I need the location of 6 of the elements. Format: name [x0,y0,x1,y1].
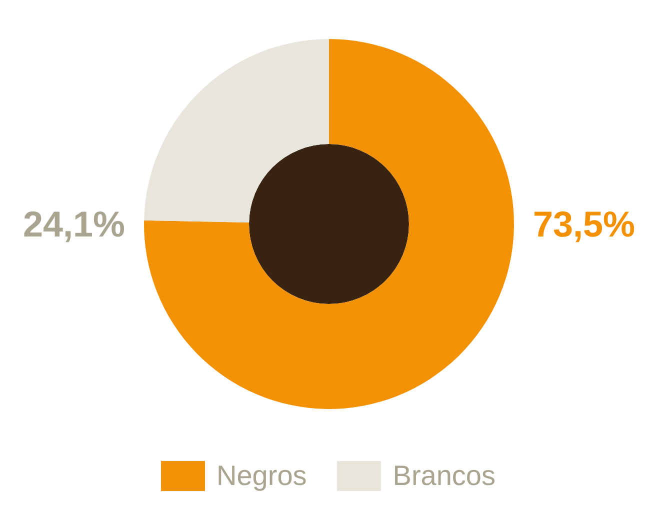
data-label: 73,5% [532,204,636,244]
legend-label: Negros [216,460,307,492]
donut-slice [144,39,514,409]
donut-slice [144,39,329,222]
data-label: 24,1% [22,204,126,244]
legend-label: Brancos [392,460,496,492]
